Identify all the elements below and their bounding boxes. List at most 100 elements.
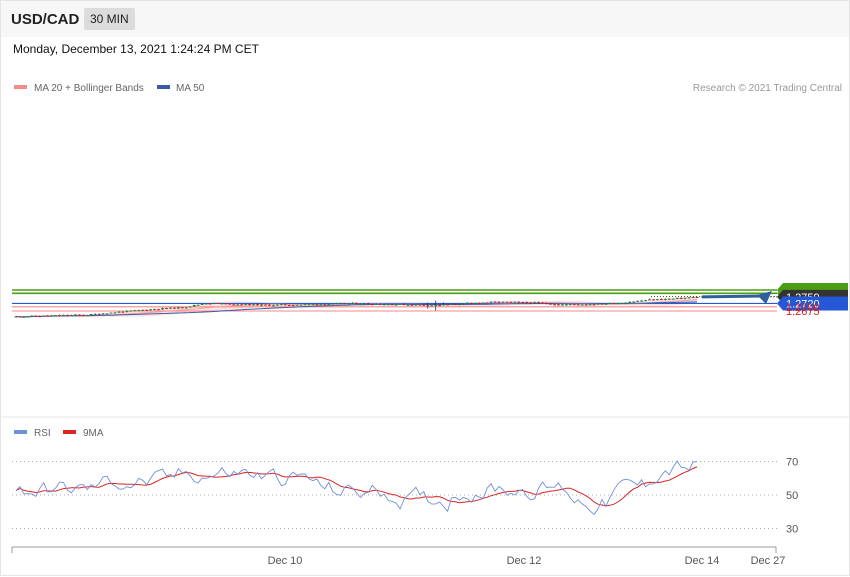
candle (458, 304, 461, 306)
bullish-candle-body (616, 303, 620, 304)
candle (42, 315, 46, 317)
bearish-candle-body (446, 304, 449, 306)
bullish-candle-body (450, 303, 453, 305)
bearish-candle-body (525, 302, 529, 303)
pivot-level-tag (777, 296, 848, 311)
candle (422, 304, 426, 306)
candle (299, 304, 303, 306)
bullish-candle-body (117, 311, 121, 313)
candle (505, 301, 509, 303)
bullish-candle-body (347, 303, 350, 305)
bearish-candle-body (497, 301, 501, 303)
candle (663, 298, 667, 301)
candle (62, 314, 65, 317)
bearish-candle-body (315, 304, 319, 306)
candle (145, 309, 149, 311)
candle (600, 302, 604, 305)
candle (565, 303, 568, 306)
bearish-candle-body (584, 304, 588, 306)
bullish-candle-body (533, 302, 537, 304)
bearish-candle-body (493, 301, 497, 303)
bearish-candle-body (537, 302, 540, 304)
bullish-candle-body (307, 304, 311, 306)
bullish-candle-body (109, 312, 113, 314)
candle (580, 304, 584, 306)
candle (188, 306, 192, 308)
bearish-candle-body (228, 303, 232, 305)
candle (307, 303, 311, 306)
candle (426, 302, 430, 309)
candle (232, 304, 236, 306)
timeframe-button[interactable]: 30 MIN (84, 8, 135, 30)
candle (596, 303, 600, 305)
candle (46, 315, 50, 317)
bullish-candle-body (113, 312, 117, 314)
candle (283, 304, 287, 306)
candle (485, 302, 489, 304)
bearish-candle-body (521, 302, 525, 303)
bearish-candle-body (268, 304, 271, 306)
bearish-candle-body (418, 304, 422, 306)
candle (450, 303, 453, 305)
candle (493, 301, 497, 303)
bullish-candle-body (141, 309, 145, 311)
candle (169, 307, 172, 310)
candle (418, 304, 422, 306)
bearish-candle-body (695, 297, 699, 298)
rsi-line (15, 460, 698, 515)
candle (553, 303, 556, 306)
candle (592, 304, 596, 306)
bullish-candle-body (169, 307, 172, 309)
bearish-candle-body (145, 309, 149, 311)
bullish-candle-body (434, 305, 438, 307)
bullish-candle-body (374, 304, 378, 305)
bullish-candle-body (260, 304, 263, 306)
candle (228, 303, 232, 305)
candle (331, 302, 335, 305)
legend-label-rsi: RSI (34, 428, 51, 439)
bullish-candle-body (101, 313, 105, 315)
bullish-candle-body (406, 304, 410, 306)
x-tick-label: Dec 12 (507, 555, 542, 567)
bullish-candle-body (244, 304, 248, 306)
candle (576, 304, 580, 306)
bullish-candle-body (30, 315, 34, 317)
bullish-candle-body (85, 315, 89, 317)
candle (644, 299, 647, 302)
candle (216, 302, 220, 304)
candle (620, 302, 624, 304)
candle (34, 315, 38, 317)
candle (315, 304, 319, 306)
bearish-candle-body (240, 304, 244, 306)
bullish-candle-body (200, 304, 204, 305)
bearish-candle-body (264, 304, 267, 306)
candle (410, 304, 414, 306)
bullish-candle-body (580, 304, 584, 306)
bullish-candle-body (62, 315, 65, 316)
bullish-candle-body (675, 298, 679, 299)
candle (402, 303, 406, 306)
candle (275, 304, 279, 306)
bullish-candle-body (335, 303, 339, 305)
bullish-candle-body (648, 299, 651, 301)
candle (616, 302, 620, 305)
bearish-candle-body (18, 316, 22, 318)
bullish-candle-body (691, 297, 695, 298)
candle (50, 314, 53, 317)
bearish-candle-body (402, 304, 406, 305)
candle (517, 301, 521, 303)
candle (244, 303, 248, 306)
bullish-candle-body (331, 303, 335, 305)
bullish-candle-body (644, 300, 647, 302)
candle (125, 310, 129, 313)
bearish-candle-body (355, 302, 358, 305)
candle (572, 304, 576, 306)
candle (66, 314, 69, 316)
candle (382, 303, 386, 306)
candle (691, 296, 695, 298)
candle (101, 312, 105, 315)
candle (454, 303, 457, 305)
candle (394, 304, 398, 306)
bearish-candle-body (529, 302, 533, 304)
